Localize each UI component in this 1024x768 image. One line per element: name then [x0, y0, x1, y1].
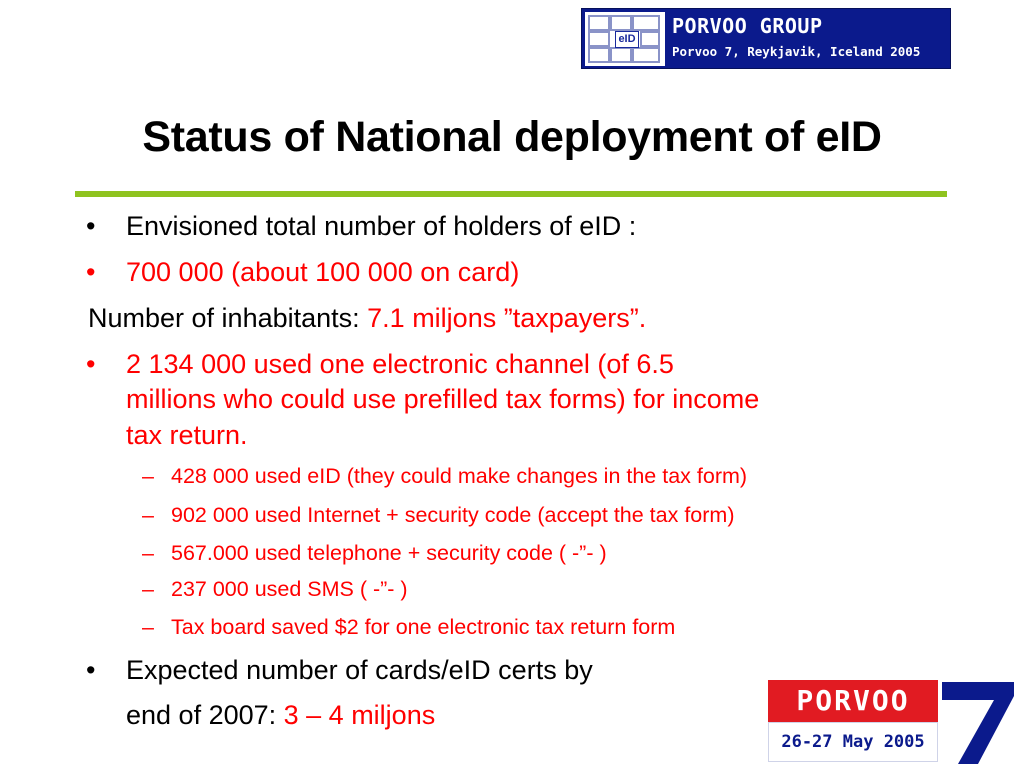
porvoo-group-logo: eID PORVOO GROUP Porvoo 7, Reykjavik, Ic…	[581, 8, 951, 69]
subitem-internet-users: 902 000 used Internet + security code (a…	[171, 503, 735, 527]
porvoo-word: PORVOO	[796, 684, 910, 717]
bullet-electronic-channel-line3: tax return.	[126, 420, 248, 450]
eid-card-icon: eID	[585, 12, 665, 66]
porvoo-7-logo: PORVOO 26-27 May 2005	[768, 680, 1016, 764]
inhabitants-label: Number of inhabitants:	[88, 303, 368, 333]
dash-marker: –	[142, 503, 154, 527]
logo-group-subtitle: Porvoo 7, Reykjavik, Iceland 2005	[672, 44, 921, 59]
inhabitants-value: 7.1 miljons ”taxpayers”.	[367, 303, 647, 333]
inhabitants-line: Number of inhabitants: 7.1 miljons ”taxp…	[88, 303, 646, 334]
number-seven-icon	[942, 682, 1014, 764]
dash-marker: –	[142, 464, 154, 488]
dash-marker: –	[142, 577, 154, 601]
dash-marker: –	[142, 615, 154, 639]
bullet-holders-count: 700 000 (about 100 000 on card)	[126, 257, 520, 287]
subitem-eid-users: 428 000 used eID (they could make change…	[171, 464, 748, 488]
bullet-marker: •	[86, 655, 96, 685]
bullet-marker: •	[86, 211, 96, 241]
bullet-marker: •	[86, 257, 96, 287]
subitem-telephone-users: 567.000 used telephone + security code (…	[171, 541, 607, 565]
subitem-tax-board-savings: Tax board saved $2 for one electronic ta…	[171, 615, 676, 639]
porvoo-dates-box	[768, 722, 938, 762]
subitem-sms-users: 237 000 used SMS ( -”- )	[171, 577, 408, 601]
dash-marker: –	[142, 541, 154, 565]
slide-title: Status of National deployment of eID	[142, 113, 882, 161]
bullet-electronic-channel-line1: 2 134 000 used one electronic channel (o…	[126, 349, 674, 379]
eid-badge-text: eID	[615, 31, 639, 48]
bullet-marker: •	[86, 349, 96, 379]
bullet-envisioned-holders: Envisioned total number of holders of eI…	[126, 211, 637, 241]
title-underline	[75, 191, 947, 197]
logo-group-name: PORVOO GROUP	[672, 14, 823, 38]
bullet-expected-cards: Expected number of cards/eID certs by	[126, 655, 593, 685]
expected-cards-label: end of 2007:	[126, 700, 284, 730]
porvoo-dates: 26-27 May 2005	[781, 732, 925, 752]
expected-cards-line2: end of 2007: 3 – 4 miljons	[126, 700, 435, 731]
porvoo-word-box	[768, 680, 938, 722]
bullet-electronic-channel-line2: millions who could use prefilled tax for…	[126, 384, 760, 414]
expected-cards-value: 3 – 4 miljons	[283, 700, 436, 730]
